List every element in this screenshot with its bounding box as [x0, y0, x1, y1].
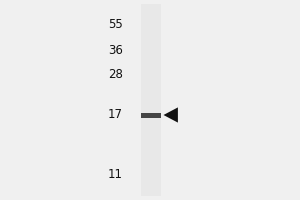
Text: 17: 17: [108, 108, 123, 121]
Text: 55: 55: [108, 18, 123, 30]
Bar: [141, 4, 161, 196]
Bar: [141, 112, 161, 117]
Text: 11: 11: [108, 168, 123, 180]
Text: 36: 36: [108, 44, 123, 56]
Text: 28: 28: [108, 68, 123, 80]
Polygon shape: [164, 107, 178, 123]
